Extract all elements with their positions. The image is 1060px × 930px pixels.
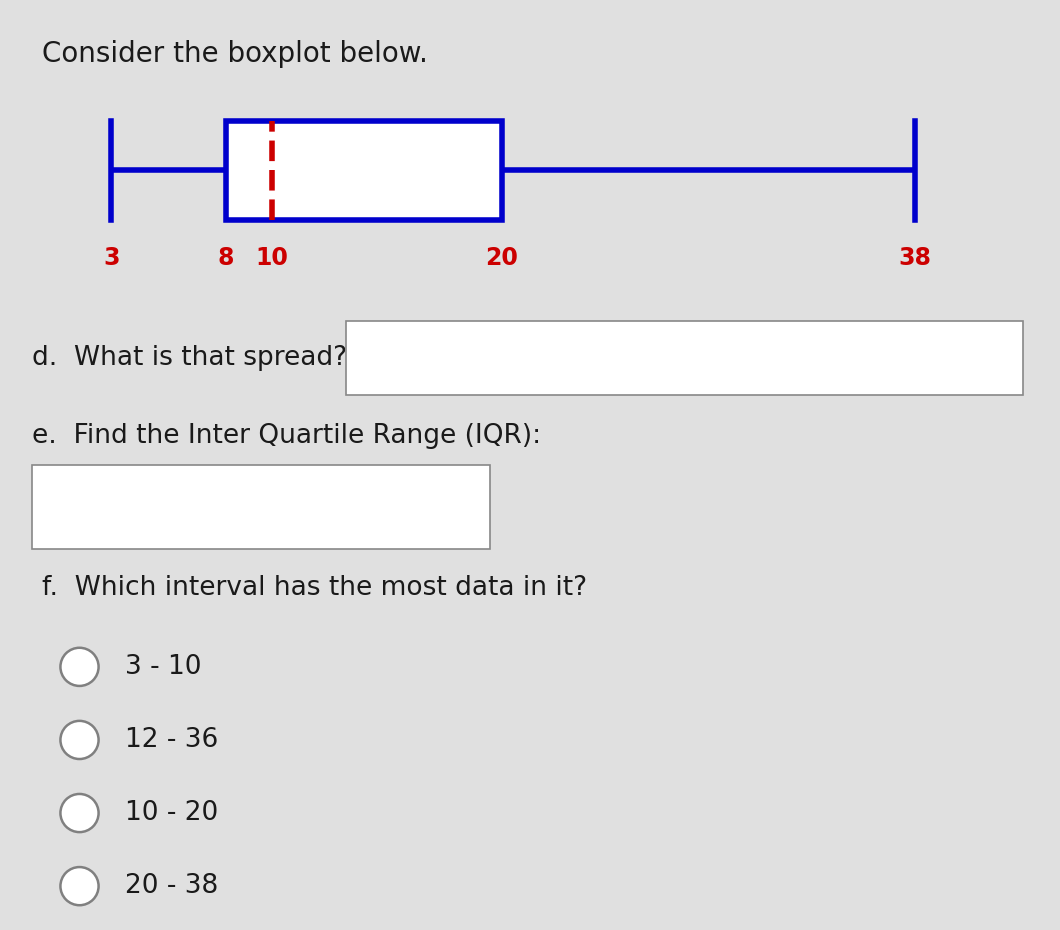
Text: 10: 10 bbox=[255, 246, 288, 270]
Text: 10 - 20: 10 - 20 bbox=[125, 800, 218, 826]
Text: 20: 20 bbox=[485, 246, 518, 270]
FancyBboxPatch shape bbox=[32, 465, 490, 549]
Text: 20 - 38: 20 - 38 bbox=[125, 873, 218, 899]
Text: e.  Find the Inter Quartile Range (IQR):: e. Find the Inter Quartile Range (IQR): bbox=[32, 423, 541, 449]
Ellipse shape bbox=[60, 648, 99, 686]
Text: d.  What is that spread?: d. What is that spread? bbox=[32, 345, 347, 371]
Text: 3 - 10: 3 - 10 bbox=[125, 654, 201, 680]
Ellipse shape bbox=[60, 867, 99, 905]
Text: 3: 3 bbox=[103, 246, 120, 270]
Text: f.  Which interval has the most data in it?: f. Which interval has the most data in i… bbox=[42, 576, 587, 602]
Bar bbox=[226, 122, 501, 219]
Ellipse shape bbox=[60, 721, 99, 759]
Text: 12 - 36: 12 - 36 bbox=[125, 727, 218, 753]
Text: 38: 38 bbox=[899, 246, 932, 270]
FancyBboxPatch shape bbox=[346, 321, 1023, 395]
Ellipse shape bbox=[60, 794, 99, 832]
Text: Consider the boxplot below.: Consider the boxplot below. bbox=[41, 40, 427, 68]
Text: 8: 8 bbox=[218, 246, 234, 270]
